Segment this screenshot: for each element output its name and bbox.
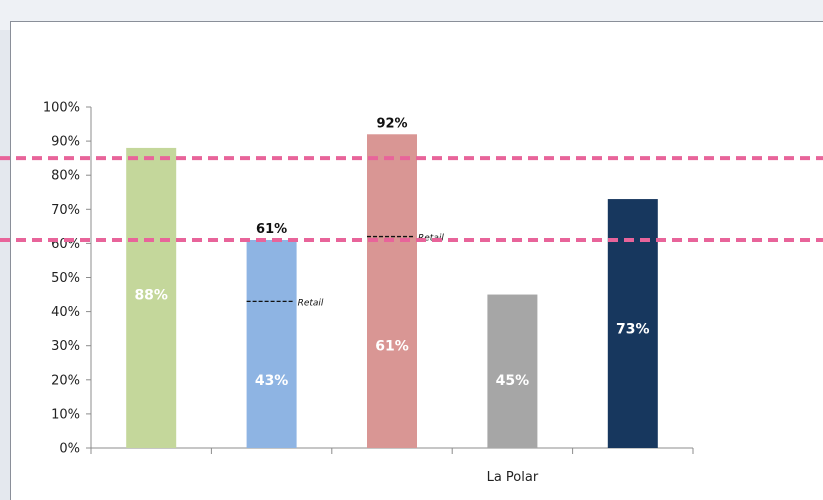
bar: [246, 239, 297, 448]
bar-inner-value-label: 61%: [375, 339, 409, 355]
y-tick-label: 10%: [51, 407, 80, 422]
reference-lines: [0, 156, 823, 242]
bar-top-value-label: 61%: [256, 222, 287, 237]
bar-top-value-label: 92%: [376, 116, 407, 131]
y-tick-label: 50%: [51, 271, 80, 286]
retail-markers: Retail Retail: [246, 234, 444, 308]
bar-inner-value-label: 73%: [616, 322, 650, 338]
y-tick-label: 70%: [51, 203, 80, 218]
retail-marker-label: Retail: [298, 298, 324, 308]
y-tick-label: 40%: [51, 305, 80, 320]
bar-inner-value-label: 45%: [496, 373, 530, 389]
bar: [367, 134, 417, 448]
y-tick-label: 0%: [59, 442, 80, 457]
bar: [487, 294, 538, 448]
y-tick-label: 20%: [51, 373, 80, 388]
bar-inner-value-label: 88%: [134, 288, 168, 304]
bar: [126, 147, 177, 449]
y-tick-label: 80%: [51, 169, 80, 184]
x-category-label: La Polar: [487, 470, 539, 485]
y-tick-label: 30%: [51, 339, 80, 354]
bar-inner-value-label: 43%: [255, 373, 289, 389]
chart-axes: 0%10%20%30%40%50%60%70%80%90%100%La Pola…: [43, 101, 694, 485]
chart-bars: [126, 134, 658, 449]
retail-marker-label: Retail: [418, 234, 444, 244]
y-tick-label: 100%: [43, 101, 80, 116]
y-tick-label: 90%: [51, 135, 80, 150]
chart-labels: 88% 61% 43% 92% 61% 45% 73%: [134, 116, 649, 389]
